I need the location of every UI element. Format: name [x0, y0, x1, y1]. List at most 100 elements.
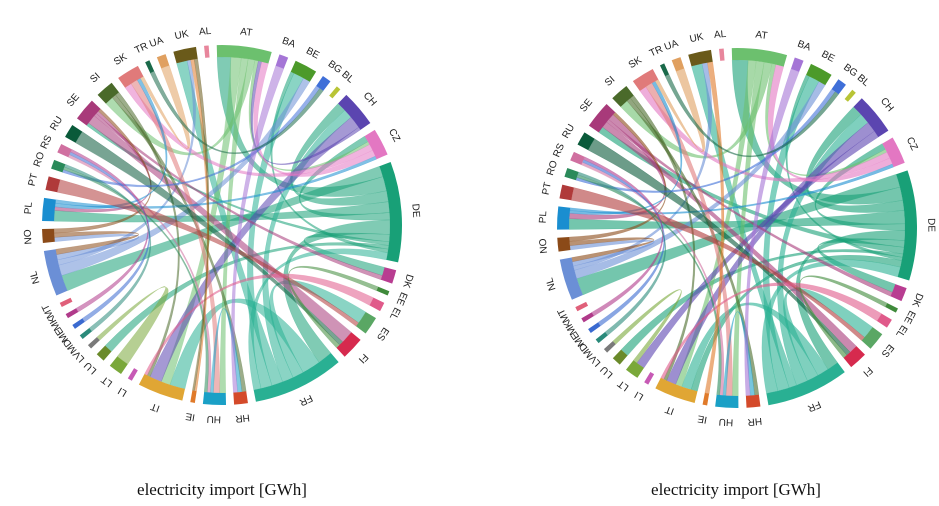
- arc-TR: [145, 60, 155, 74]
- label-BL: BL: [855, 73, 872, 90]
- label-SK: SK: [112, 51, 129, 68]
- label-RO: RO: [545, 159, 560, 177]
- arc-EL: [876, 313, 892, 328]
- arc-CH: [853, 98, 889, 138]
- arc-RS: [57, 144, 72, 158]
- label-LI: LI: [116, 385, 129, 399]
- arc-SE: [588, 103, 616, 133]
- label-DK: DK: [909, 291, 924, 308]
- arc-LV: [87, 337, 100, 349]
- label-RS: RS: [551, 142, 567, 159]
- arc-BG: [831, 79, 846, 95]
- caption-left: electricity import [GWh]: [137, 480, 307, 499]
- ribbon-LT-LV: [96, 286, 169, 365]
- arc-MK: [581, 312, 594, 323]
- label-BE: BE: [820, 49, 837, 65]
- label-FR: FR: [806, 398, 823, 413]
- ribbon-CZ-SK: [639, 86, 891, 182]
- ribbon-ME-RS: [582, 159, 666, 327]
- arc-AL: [719, 48, 725, 61]
- arc-DE: [896, 170, 917, 281]
- ribbon-DE-BE: [785, 74, 903, 261]
- ribbon-CH-AT: [250, 60, 361, 165]
- arc-MD: [79, 327, 92, 339]
- arc-ES: [356, 311, 377, 334]
- label-ES: ES: [879, 342, 896, 360]
- arc-NO: [42, 228, 55, 243]
- ribbon-SE-FI: [602, 121, 857, 353]
- label-NO: NO: [23, 229, 35, 245]
- arc-RU: [65, 125, 83, 143]
- label-BG: BG: [841, 62, 859, 79]
- label-DE: DE: [925, 218, 936, 232]
- label-BA: BA: [796, 39, 813, 54]
- arc-AT: [731, 48, 788, 67]
- arc-NO: [557, 237, 571, 252]
- label-IT: IT: [149, 400, 161, 413]
- label-EE: EE: [901, 308, 917, 325]
- arc-IT: [655, 377, 698, 403]
- label-UA: UA: [663, 38, 680, 53]
- ribbon-DE-CZ: [299, 135, 391, 221]
- label-RU: RU: [560, 123, 577, 141]
- arc-PL: [42, 197, 56, 222]
- arc-IE: [190, 390, 197, 403]
- label-EL: EL: [387, 305, 403, 321]
- label-CZ: CZ: [904, 135, 920, 152]
- label-SK: SK: [627, 55, 644, 72]
- label-SI: SI: [603, 74, 617, 89]
- arc-PT: [45, 176, 61, 193]
- label-PL: PL: [23, 201, 35, 215]
- ribbon-NL-NO: [569, 239, 655, 267]
- label-AT: AT: [240, 26, 253, 38]
- ribbons: [53, 56, 391, 394]
- label-EE: EE: [394, 290, 409, 307]
- label-IT: IT: [664, 403, 676, 416]
- arc-TR: [659, 63, 670, 77]
- label-CH: CH: [878, 96, 896, 114]
- label-UA: UA: [148, 35, 165, 50]
- arc-EE: [885, 303, 898, 313]
- label-BG: BG: [326, 59, 344, 76]
- caption-right: electricity import [GWh]: [651, 480, 821, 499]
- arc-LI: [644, 371, 655, 385]
- label-SE: SE: [578, 97, 595, 115]
- label-NO: NO: [538, 238, 550, 254]
- ribbon-FR-CH: [776, 114, 869, 386]
- arc-EL: [369, 297, 385, 312]
- label-TR: TR: [133, 41, 150, 57]
- label-LT: LT: [616, 377, 631, 392]
- ribbon-PT-ES: [56, 179, 359, 327]
- label-NL: NL: [28, 269, 42, 285]
- arc-IE: [702, 392, 710, 406]
- label-RO: RO: [32, 150, 47, 168]
- arc-HR: [745, 394, 761, 408]
- label-TR: TR: [648, 44, 665, 60]
- label-PL: PL: [538, 210, 550, 223]
- ribbon-RS-HU: [580, 161, 725, 396]
- label-UK: UK: [689, 31, 705, 45]
- label-IE: IE: [184, 410, 195, 422]
- label-AL: AL: [199, 26, 213, 38]
- arc-MK: [65, 308, 79, 319]
- label-BL: BL: [339, 69, 356, 86]
- arc-FI: [336, 332, 361, 357]
- arc-SE: [76, 100, 101, 126]
- arc-HR: [233, 391, 248, 405]
- arc-MT: [575, 301, 589, 312]
- label-NL: NL: [544, 276, 558, 292]
- arc-PL: [557, 206, 571, 230]
- arc-RO: [51, 159, 66, 173]
- arc-PT: [559, 184, 574, 201]
- arc-HU: [202, 392, 227, 405]
- label-PT: PT: [27, 172, 41, 187]
- ribbon-BA-HR: [744, 68, 800, 397]
- label-DE: DE: [409, 203, 421, 218]
- label-CH: CH: [361, 90, 379, 108]
- arc-DE: [379, 162, 403, 263]
- ribbon-DE-CH: [805, 106, 905, 213]
- label-AL: AL: [714, 29, 728, 41]
